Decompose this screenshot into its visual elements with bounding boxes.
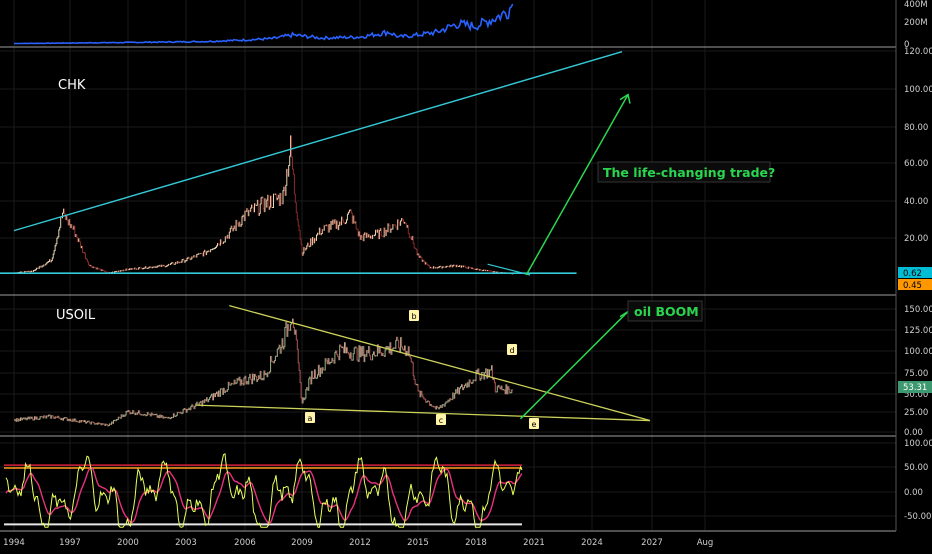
wave-label-box-d[interactable]: [507, 344, 517, 355]
usoil-panel[interactable]: USOIL oil BOOM a b c d e: [14, 300, 703, 429]
time-axis-tick-1997: 1997: [59, 538, 81, 548]
chk-upper-trendline[interactable]: [13, 51, 623, 232]
wave-label-box-b[interactable]: [409, 310, 419, 321]
chk-axis-tick: 80.00: [904, 123, 928, 133]
time-axis-tick-2021: 2021: [523, 538, 545, 548]
usoil-axis-tick: 25.00: [904, 408, 928, 418]
usoil-lower-trendline[interactable]: [195, 404, 651, 422]
oscillator-fast-line: [5, 453, 523, 528]
chk-short-trendline[interactable]: [487, 263, 531, 276]
wave-label-c: c: [439, 416, 443, 425]
volume-axis-tick: 400M: [904, 0, 928, 10]
volume-axis-tick: 200M: [904, 18, 928, 28]
chk-arrow-head: [619, 93, 631, 104]
chk-symbol-label: CHK: [58, 78, 86, 93]
time-axis-tick-2000: 2000: [117, 538, 139, 548]
chk-axis-tick: 40.00: [904, 197, 928, 207]
oscillator-axis-tick: 50.00: [904, 463, 928, 473]
oscillator-slow-line: [5, 466, 523, 524]
wave-label-box-c[interactable]: [436, 414, 446, 425]
time-axis-tick-1994: 1994: [3, 538, 25, 548]
time-axis-tick-Aug: Aug: [697, 538, 714, 548]
oscillator-axis-tick: 100.00: [904, 439, 932, 449]
time-axis-tick-2003: 2003: [175, 538, 197, 548]
time-axis-tick-2006: 2006: [234, 538, 256, 548]
chk-price-badge-cyan-text: 0.62: [903, 269, 922, 279]
oscillator-panel[interactable]: [4, 453, 523, 528]
chk-panel[interactable]: CHK The life-changing trade?: [0, 51, 775, 276]
usoil-price-badge[interactable]: [898, 381, 932, 393]
usoil-annotation-text: oil BOOM: [634, 304, 699, 319]
usoil-upper-trendline[interactable]: [229, 304, 651, 422]
usoil-axis-tick: 75.00: [904, 369, 928, 379]
chk-price-badge-cyan[interactable]: [898, 267, 932, 278]
volume-series-line: [14, 3, 514, 45]
panel-separators: [0, 0, 897, 532]
oscillator-axis-tick: 0.00: [904, 488, 923, 498]
volume-panel[interactable]: [14, 3, 514, 45]
usoil-axis-tick: 150.00: [904, 305, 932, 315]
time-axis-tick-2024: 2024: [581, 538, 603, 548]
chk-axis-tick: 100.00: [904, 85, 932, 95]
time-axis-tick-2009: 2009: [291, 538, 313, 548]
chk-axis-tick: 60.00: [904, 159, 928, 169]
wave-label-b: b: [411, 312, 416, 321]
chk-price-badge-orange[interactable]: [898, 279, 932, 290]
usoil-axis-tick: 0.00: [904, 428, 923, 438]
chk-axis-tick: 20.00: [904, 234, 928, 244]
grid-lines: [0, 0, 896, 530]
usoil-axis-tick: 125.00: [904, 326, 932, 336]
volume-axis-tick: 0: [904, 40, 909, 50]
chk-annotation-text: The life-changing trade?: [603, 165, 775, 180]
wave-label-e: e: [532, 420, 537, 429]
usoil-price-badge-text: 53.31: [903, 383, 927, 393]
chk-arrow-shaft[interactable]: [525, 94, 629, 276]
oscillator-axis-tick: -50.00: [904, 512, 931, 522]
chk-annotation-box[interactable]: [597, 161, 771, 183]
time-axis-tick-2012: 2012: [349, 538, 371, 548]
chk-price-badge-orange-text: 0.45: [903, 281, 922, 291]
usoil-axis-tick: 100.00: [904, 347, 932, 357]
wave-label-a: a: [308, 414, 313, 423]
time-axis-tick-2018: 2018: [465, 538, 487, 548]
time-axis-tick-2015: 2015: [407, 538, 429, 548]
usoil-annotation-box[interactable]: [627, 300, 703, 322]
chk-axis-tick: 120.00: [904, 47, 932, 57]
time-axis[interactable]: 1994 1997 2000 2003 2006 2009 2012 2015 2018 2021…: [3, 538, 713, 548]
time-axis-tick-2027: 2027: [641, 538, 663, 548]
wave-label-box-e[interactable]: [529, 418, 539, 429]
wave-label-d: d: [509, 346, 514, 355]
wave-label-box-a[interactable]: [305, 412, 315, 423]
usoil-symbol-label: USOIL: [56, 308, 96, 323]
usoil-axis-tick: 50.00: [904, 390, 928, 400]
usoil-arrow-shaft[interactable]: [519, 311, 629, 420]
